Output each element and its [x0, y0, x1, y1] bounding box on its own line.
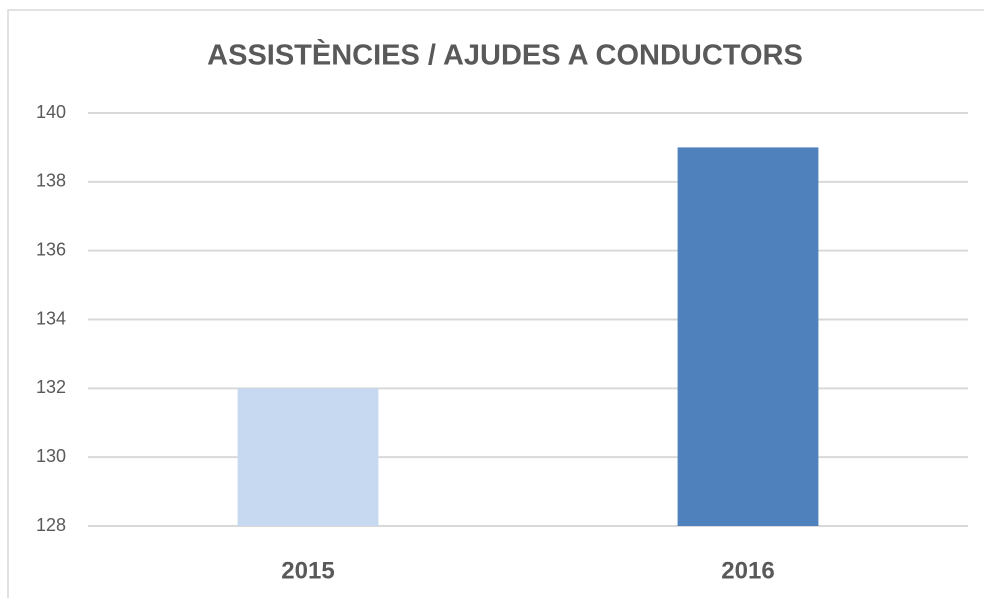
y-tick-label: 140	[36, 102, 66, 122]
y-tick-label: 134	[36, 308, 66, 328]
bar	[237, 388, 379, 526]
y-tick-label: 138	[36, 171, 66, 191]
y-tick-label: 136	[36, 239, 66, 259]
y-tick-label: 128	[36, 515, 66, 535]
y-tick-label: 132	[36, 377, 66, 397]
chart-frame	[7, 9, 984, 598]
x-tick-label: 2016	[721, 557, 774, 584]
bar	[677, 147, 819, 526]
x-tick-label: 2015	[281, 557, 334, 584]
chart-title: ASSISTÈNCIES / AJUDES A CONDUCTORS	[207, 38, 803, 72]
y-tick-label: 130	[36, 446, 66, 466]
